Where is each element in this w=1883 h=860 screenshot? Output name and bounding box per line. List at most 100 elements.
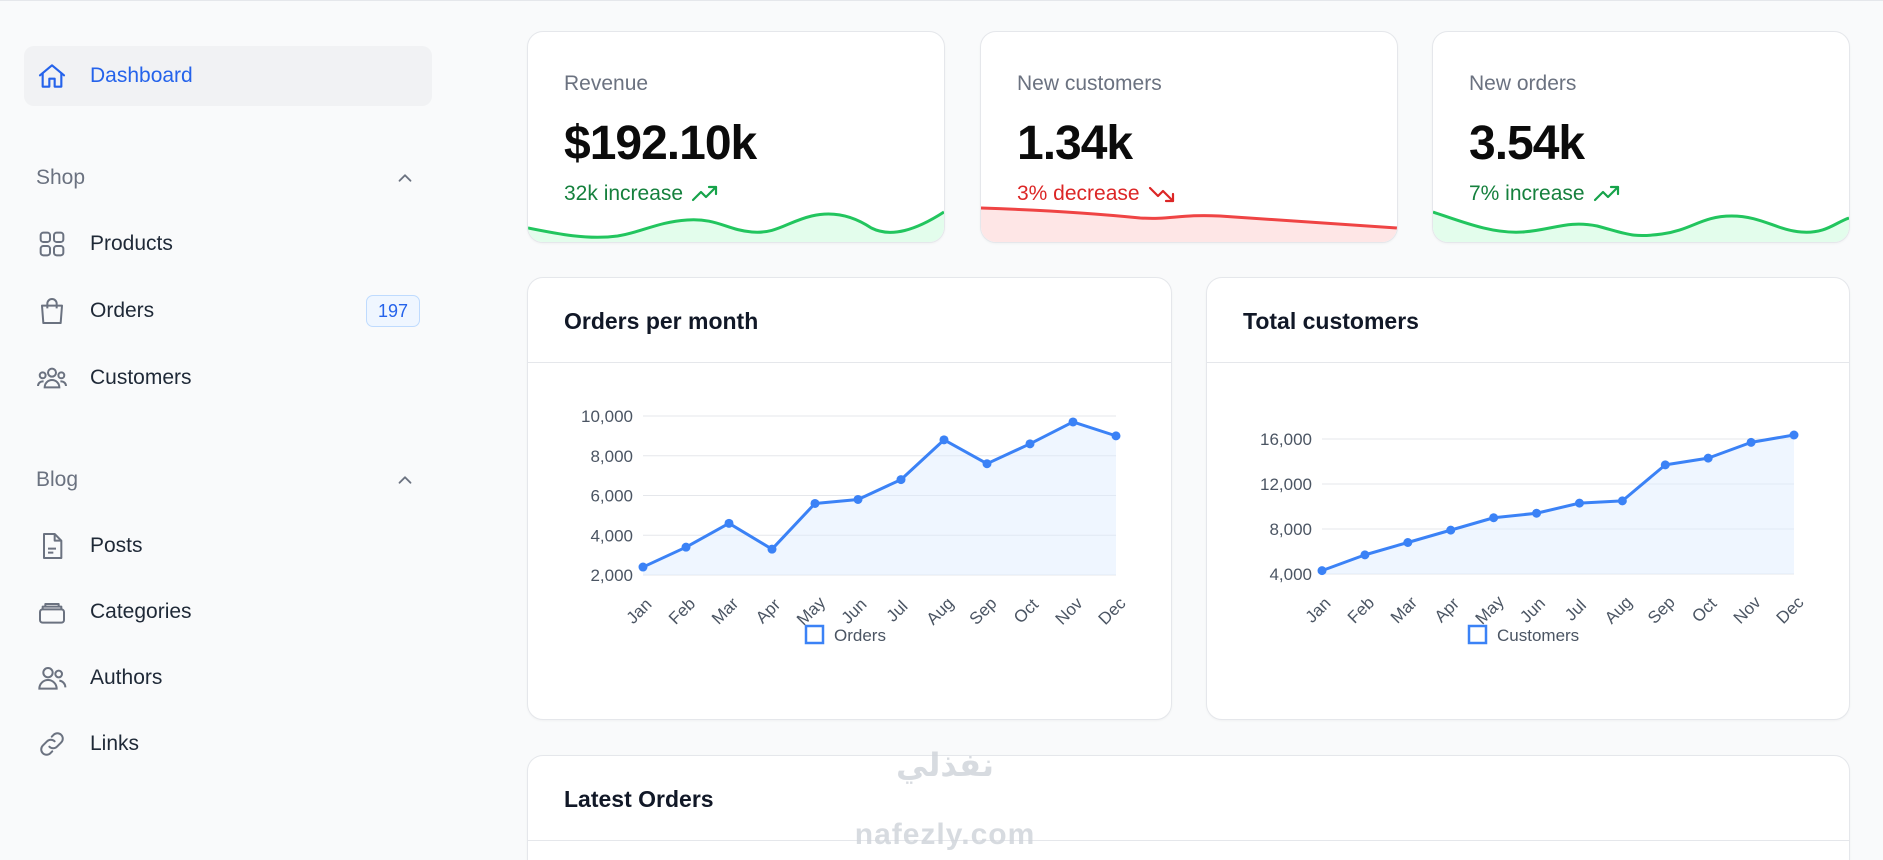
stat-description: 7% increase xyxy=(1469,182,1621,206)
data-point xyxy=(896,475,906,485)
watermark-url: nafezly.com xyxy=(854,818,1036,851)
x-tick-label: May xyxy=(1472,592,1508,628)
data-point xyxy=(1746,437,1756,447)
watermark-arabic: نفذلي xyxy=(896,747,994,783)
divider xyxy=(1207,362,1849,363)
y-tick-label: 12,000 xyxy=(1260,475,1312,494)
y-tick-label: 2,000 xyxy=(590,566,633,585)
section-title: Latest Orders xyxy=(564,786,714,812)
stat-description-text: 7% increase xyxy=(1469,182,1585,205)
latest-orders-card: Latest Orders xyxy=(527,755,1850,860)
sidebar-item-customers[interactable]: Customers xyxy=(24,348,432,408)
stat-value: 1.34k xyxy=(1017,117,1133,170)
sidebar-item-links[interactable]: Links xyxy=(24,714,432,774)
data-point xyxy=(1660,460,1670,470)
x-tick-label: Sep xyxy=(1644,593,1679,628)
y-tick-label: 4,000 xyxy=(1269,565,1312,584)
x-tick-label: May xyxy=(793,593,829,629)
sidebar-item-authors[interactable]: Authors xyxy=(24,648,432,708)
data-point xyxy=(767,544,777,554)
top-border xyxy=(0,0,1883,1)
stat-value: 3.54k xyxy=(1469,117,1585,170)
stat-description: 32k increase xyxy=(564,182,719,206)
stat-card-new-orders: New orders 3.54k 7% increase xyxy=(1432,31,1850,243)
divider xyxy=(528,362,1171,363)
sidebar-item-label: Authors xyxy=(90,666,163,689)
x-tick-label: Feb xyxy=(1344,593,1378,627)
data-point xyxy=(681,542,691,552)
y-tick-label: 8,000 xyxy=(590,447,633,466)
stack-icon xyxy=(39,603,65,624)
data-point xyxy=(638,562,648,572)
x-tick-label: Jun xyxy=(838,595,871,628)
x-tick-label: Jun xyxy=(1516,594,1549,627)
chart-card-orders: Orders per month 2,000 4,000 6,000 8,000 10,… xyxy=(527,277,1172,720)
sparkline-revenue xyxy=(528,210,944,242)
sidebar-item-label: Posts xyxy=(90,534,143,557)
chevron-up-icon[interactable] xyxy=(394,167,416,189)
y-tick-label: 16,000 xyxy=(1260,430,1312,449)
chevron-up-icon[interactable] xyxy=(394,469,416,491)
trending-up-icon xyxy=(1593,185,1619,202)
legend-label: Customers xyxy=(1497,626,1579,645)
legend-swatch xyxy=(1467,624,1488,645)
data-point xyxy=(1789,430,1799,440)
link-icon xyxy=(40,732,64,756)
sidebar-item-label: Orders xyxy=(90,299,155,322)
customers-line-chart: 4,000 8,000 12,000 16,000 Jan Feb Mar Apr May Jun… xyxy=(1260,430,1808,645)
data-point xyxy=(982,459,992,469)
sidebar-item-label: Customers xyxy=(90,366,192,389)
sidebar-item-label: Dashboard xyxy=(90,64,193,87)
user-group-icon xyxy=(37,367,67,389)
series-area xyxy=(1322,435,1794,574)
data-point xyxy=(1360,550,1370,560)
stat-description: 3% decrease xyxy=(1017,182,1176,206)
series-line-customers xyxy=(1321,433,1795,573)
y-tick-label: 6,000 xyxy=(590,487,633,506)
legend-label: Orders xyxy=(834,626,886,645)
x-tick-label: Dec xyxy=(1773,592,1808,627)
x-tick-label: Oct xyxy=(1010,595,1042,627)
stat-label: New orders xyxy=(1469,72,1577,95)
data-point xyxy=(1403,538,1413,547)
y-tick-label: 4,000 xyxy=(590,526,633,545)
group-label-shop: Shop xyxy=(36,166,86,189)
trending-down-icon xyxy=(1148,186,1174,203)
data-point xyxy=(1489,513,1499,523)
divider xyxy=(528,840,1849,841)
x-tick-label: Oct xyxy=(1688,594,1720,626)
shopping-bag-icon xyxy=(41,298,63,324)
x-tick-label: Jan xyxy=(1302,594,1335,627)
sparkline-new-orders xyxy=(1433,210,1849,242)
data-point xyxy=(1068,417,1078,427)
sidebar-item-orders[interactable]: Orders 197 xyxy=(24,281,432,341)
series-line-orders xyxy=(642,420,1117,569)
x-tick-label: Mar xyxy=(1387,593,1421,627)
x-tick-label: Nov xyxy=(1052,593,1087,628)
data-point xyxy=(853,494,863,504)
orders-count-badge: 197 xyxy=(365,295,420,327)
y-tick-label: 10,000 xyxy=(581,407,633,426)
series-area xyxy=(643,421,1116,575)
stat-description-text: 32k increase xyxy=(564,182,684,205)
sidebar-item-posts[interactable]: Posts xyxy=(24,516,432,576)
data-point xyxy=(1703,453,1713,463)
x-tick-label: Jan xyxy=(623,595,656,628)
x-tick-label: Mar xyxy=(708,594,742,628)
sidebar-item-categories[interactable]: Categories xyxy=(24,582,432,642)
x-tick-label: Sep xyxy=(966,594,1001,629)
grid-icon xyxy=(39,231,65,257)
data-point xyxy=(1617,496,1627,506)
sidebar: Dashboard Shop Products Orders 197 Custo… xyxy=(0,0,460,860)
users-icon xyxy=(38,667,67,690)
stat-card-revenue: Revenue $192.10k 32k increase xyxy=(527,31,945,243)
chart-title: Orders per month xyxy=(564,308,759,334)
sidebar-item-products[interactable]: Products xyxy=(24,214,432,274)
x-tick-label: Nov xyxy=(1730,592,1765,627)
x-tick-label: Apr xyxy=(1431,594,1463,626)
document-icon xyxy=(43,533,63,559)
stat-value: $192.10k xyxy=(564,117,757,170)
stat-description-text: 3% decrease xyxy=(1017,182,1140,205)
sidebar-item-label: Categories xyxy=(90,600,192,623)
sidebar-item-dashboard[interactable]: Dashboard xyxy=(24,46,432,106)
